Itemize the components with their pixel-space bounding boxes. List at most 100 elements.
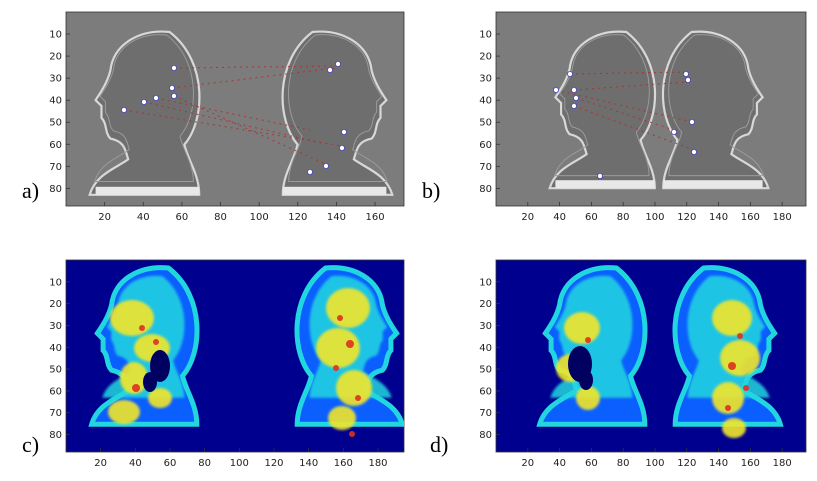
panel-b-match-line bbox=[573, 81, 689, 91]
panel-b-xtick-label: 40 bbox=[553, 212, 566, 223]
panel-a-head-silhouette bbox=[281, 30, 394, 196]
panel-c-saliency-peak bbox=[346, 340, 354, 348]
panel-a-keypoint bbox=[170, 65, 177, 72]
panel-d-ytick-label: 70 bbox=[479, 408, 492, 419]
panel-a-keypoint bbox=[322, 162, 329, 169]
panel-c-saliency-high bbox=[120, 362, 148, 394]
panel-b-xtick-label: 60 bbox=[585, 212, 598, 223]
panel-b-keypoint bbox=[682, 71, 689, 78]
panel-c-xtick-label: 20 bbox=[94, 458, 107, 469]
panel-c-xtick-label: 140 bbox=[299, 458, 318, 469]
panel-a-keypoint bbox=[121, 107, 128, 114]
panel-b-head-silhouette bbox=[548, 30, 657, 190]
panel-a-keypoint bbox=[326, 67, 333, 74]
panel-a-xtick-label: 160 bbox=[365, 212, 384, 223]
panel-b-keypoint bbox=[553, 87, 560, 94]
panel-d-ytick-label: 80 bbox=[479, 430, 492, 441]
panel-a-keypoint bbox=[170, 93, 177, 100]
panel-a-xtick-label: 80 bbox=[214, 212, 227, 223]
panel-a-ytick-label: 20 bbox=[49, 52, 62, 63]
panel-d-ytick-label: 30 bbox=[479, 321, 492, 332]
panel-c-xtick-label: 40 bbox=[129, 458, 142, 469]
panel-a-head-inner-contour bbox=[288, 34, 388, 182]
panel-c-dark-region bbox=[150, 350, 170, 382]
panel-c-xtick-label: 80 bbox=[198, 458, 211, 469]
panel-c-xtick-label: 100 bbox=[230, 458, 249, 469]
panel-d-ytick-label: 60 bbox=[479, 386, 492, 397]
panel-a-match-line bbox=[143, 101, 327, 145]
panel-c-saliency-peak bbox=[333, 365, 339, 371]
panel-a: 20 40 60 80 100 120 140 160 10 20 30 40 50 60 70 80 bbox=[40, 6, 410, 236]
panel-a-head-silhouette bbox=[88, 30, 201, 196]
panel-b-head-inner-contour bbox=[553, 34, 650, 177]
panel-a-ytick-label: 80 bbox=[49, 184, 62, 195]
panel-d-saliency-high bbox=[564, 312, 600, 344]
panel-c-saliency-high bbox=[316, 328, 360, 368]
panel-c-saliency-high bbox=[336, 370, 372, 406]
panel-c-saliency-peak bbox=[132, 384, 140, 392]
panel-a-ytick-label: 50 bbox=[49, 118, 62, 129]
panel-c-dark-region bbox=[143, 372, 157, 392]
panel-a-ytick-label: 60 bbox=[49, 140, 62, 151]
panel-b-xtick-label: 120 bbox=[677, 212, 696, 223]
panel-a-match-line bbox=[173, 95, 331, 167]
panel-d-saliency-high bbox=[720, 340, 760, 376]
panel-a-base-plate bbox=[282, 186, 387, 195]
panel-d-xtick-label: 60 bbox=[585, 458, 598, 469]
panel-c-xtick-label: 180 bbox=[368, 458, 387, 469]
panel-b-label: b) bbox=[422, 178, 441, 203]
panel-b-xtick-label: 20 bbox=[521, 212, 534, 223]
panel-a-label: a) bbox=[22, 178, 40, 203]
panel-d-xtick-label: 160 bbox=[741, 458, 760, 469]
panel-b-xtick-label: 80 bbox=[617, 212, 630, 223]
panel-b-ytick-label: 20 bbox=[479, 52, 492, 63]
panel-b-plot: 20 40 60 80 100 120 140 160 180 10 20 30 40 50 60 70 80 bbox=[479, 11, 807, 223]
panel-d-xtick-label: 40 bbox=[553, 458, 566, 469]
panel-a-keypoint bbox=[153, 95, 160, 102]
panel-b-ytick-label: 30 bbox=[479, 74, 492, 85]
panel-d-xtick-label: 180 bbox=[773, 458, 792, 469]
panel-b-match-line bbox=[569, 71, 687, 75]
panel-b-match-line bbox=[575, 97, 675, 131]
panel-b-ytick-label: 60 bbox=[479, 140, 492, 151]
panel-c-saliency-peak bbox=[337, 315, 343, 321]
panel-a-head-inner-contour bbox=[94, 34, 194, 182]
panel-d: 20 40 60 80 100 120 140 160 180 10 20 30 40 50 60 70 80 bbox=[470, 248, 810, 476]
panel-a-keypoint bbox=[340, 129, 347, 136]
panel-d-xtick-label: 80 bbox=[617, 458, 630, 469]
panel-c-saliency-high bbox=[326, 288, 370, 328]
panel-a-ytick-label: 40 bbox=[49, 96, 62, 107]
panel-d-saliency-high bbox=[712, 382, 744, 414]
panel-b-keypoint bbox=[567, 71, 574, 78]
panel-b-keypoint bbox=[688, 119, 695, 126]
panel-a-plot: 20 40 60 80 100 120 140 160 10 20 30 40 50 60 70 80 bbox=[49, 11, 405, 223]
panel-c-plot: 20 40 60 80 100 120 140 160 180 10 20 30 40 50 60 70 80 bbox=[49, 259, 405, 469]
panel-b-ytick-label: 80 bbox=[479, 184, 492, 195]
panel-a-base-plate bbox=[95, 186, 200, 195]
panel-b-keypoint bbox=[670, 129, 677, 136]
panel-c-ytick-label: 70 bbox=[49, 408, 62, 419]
panel-d-saliency-high bbox=[712, 300, 752, 336]
panel-a-xtick-label: 60 bbox=[176, 212, 189, 223]
panel-c-saliency-peak bbox=[349, 431, 355, 437]
panel-a-keypoint bbox=[306, 168, 313, 175]
panel-b-keypoint bbox=[684, 77, 691, 84]
panel-d-saliency-peak bbox=[737, 333, 743, 339]
panel-c-saliency-peak bbox=[139, 325, 145, 331]
panel-b-keypoint bbox=[571, 87, 578, 94]
panel-b-keypoint bbox=[571, 103, 578, 110]
panel-d-ytick-label: 20 bbox=[479, 299, 492, 310]
panel-b-keypoint bbox=[597, 172, 604, 179]
panel-c-saliency-high bbox=[328, 406, 356, 430]
panel-d-xtick-label: 140 bbox=[709, 458, 728, 469]
panel-b-ytick-label: 70 bbox=[479, 162, 492, 173]
panel-d-saliency-mid bbox=[687, 275, 770, 398]
panel-a-ytick-label: 30 bbox=[49, 74, 62, 85]
panel-d-saliency-high bbox=[722, 418, 746, 438]
panel-a-match-line bbox=[123, 109, 343, 147]
panel-d-xtick-label: 20 bbox=[521, 458, 534, 469]
panel-c: 20 40 60 80 100 120 140 160 180 10 20 30 40 50 60 70 80 bbox=[40, 248, 410, 476]
panel-a-xtick-label: 120 bbox=[288, 212, 307, 223]
panel-a-ytick-label: 10 bbox=[49, 30, 62, 41]
panel-a-xtick-label: 20 bbox=[98, 212, 111, 223]
